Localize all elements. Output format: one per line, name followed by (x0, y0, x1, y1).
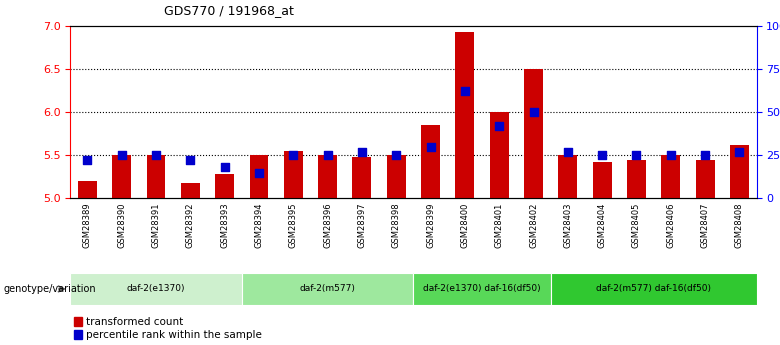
Bar (551, 273, 757, 305)
Text: daf-2(m577) daf-16(df50): daf-2(m577) daf-16(df50) (596, 284, 711, 294)
Text: genotype/variation: genotype/variation (4, 284, 97, 294)
Bar (250, 155, 268, 198)
Bar (112, 155, 131, 198)
Point (630, 152, 643, 158)
Point (459, 89, 471, 94)
Text: GSM28389: GSM28389 (83, 203, 92, 248)
Bar (353, 157, 371, 198)
Bar (73, 330, 82, 339)
Text: GSM28401: GSM28401 (495, 203, 504, 248)
Bar (456, 32, 474, 198)
Bar (696, 159, 714, 198)
Text: GSM28404: GSM28404 (597, 203, 607, 248)
Bar (242, 273, 413, 305)
Text: GSM28403: GSM28403 (563, 203, 573, 248)
Point (253, 170, 265, 175)
Text: GSM28395: GSM28395 (289, 203, 298, 248)
Bar (730, 145, 749, 198)
Point (596, 152, 608, 158)
Point (733, 149, 746, 155)
Text: GSM28397: GSM28397 (357, 203, 367, 248)
Text: percentile rank within the sample: percentile rank within the sample (86, 330, 262, 339)
Bar (490, 112, 509, 198)
Bar (558, 155, 577, 198)
Point (562, 149, 574, 155)
Point (321, 152, 334, 158)
Text: daf-2(m577): daf-2(m577) (300, 284, 356, 294)
Bar (421, 125, 440, 198)
Text: daf-2(e1370): daf-2(e1370) (126, 284, 186, 294)
Point (184, 158, 197, 163)
Text: GSM28398: GSM28398 (392, 203, 401, 248)
Bar (215, 174, 234, 198)
Bar (181, 183, 200, 198)
Text: GDS770 / 191968_at: GDS770 / 191968_at (164, 4, 294, 17)
Text: GSM28391: GSM28391 (151, 203, 161, 248)
Point (150, 152, 162, 158)
Text: GSM28390: GSM28390 (117, 203, 126, 248)
Bar (73, 317, 82, 326)
Text: GSM28393: GSM28393 (220, 203, 229, 248)
Text: GSM28396: GSM28396 (323, 203, 332, 248)
Text: GSM28399: GSM28399 (426, 203, 435, 248)
Text: GSM28400: GSM28400 (460, 203, 470, 248)
Bar (593, 162, 612, 198)
Point (390, 152, 402, 158)
Bar (661, 155, 680, 198)
Text: GSM28402: GSM28402 (529, 203, 538, 248)
Text: GSM28394: GSM28394 (254, 203, 264, 248)
Point (665, 152, 677, 158)
Point (424, 144, 437, 149)
Bar (524, 69, 543, 198)
Text: daf-2(e1370) daf-16(df50): daf-2(e1370) daf-16(df50) (424, 284, 541, 294)
Text: GSM28405: GSM28405 (632, 203, 641, 248)
Bar (284, 151, 303, 198)
Bar (147, 155, 165, 198)
Point (527, 109, 540, 115)
Text: GSM28392: GSM28392 (186, 203, 195, 248)
Point (699, 152, 711, 158)
Bar (318, 155, 337, 198)
Point (287, 152, 300, 158)
Point (115, 152, 128, 158)
Text: GSM28408: GSM28408 (735, 203, 744, 248)
Bar (413, 273, 551, 305)
Point (218, 165, 231, 170)
Text: GSM28406: GSM28406 (666, 203, 675, 248)
Text: transformed count: transformed count (86, 317, 183, 327)
Bar (387, 155, 406, 198)
Point (81, 158, 94, 163)
Point (356, 149, 368, 155)
Text: GSM28407: GSM28407 (700, 203, 710, 248)
Point (493, 123, 505, 129)
Bar (627, 159, 646, 198)
Bar (70, 273, 242, 305)
Bar (78, 181, 97, 198)
